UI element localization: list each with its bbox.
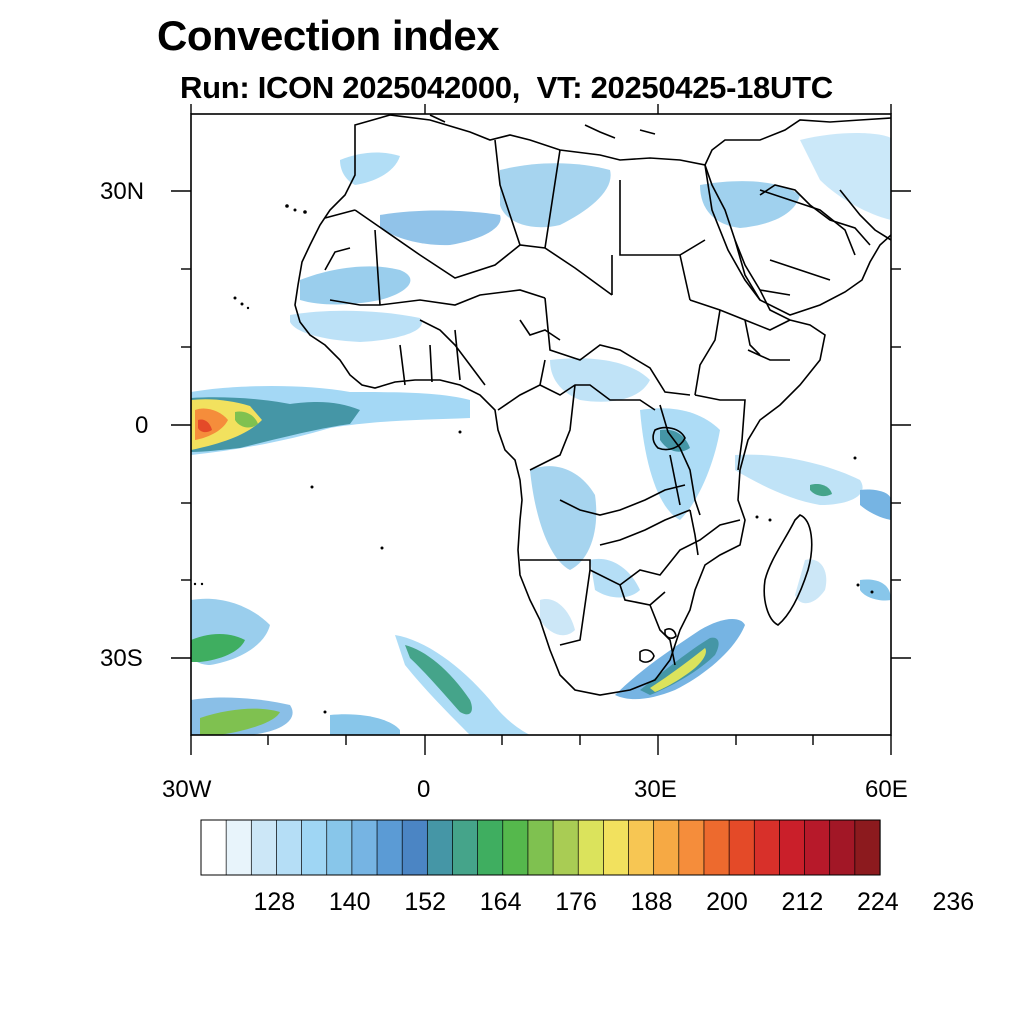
arabian-borders xyxy=(759,189,856,296)
colorbar-swatch xyxy=(577,819,605,876)
arabian-coastline xyxy=(704,117,891,316)
small-islands xyxy=(193,204,874,714)
lat-label-30s: 30S xyxy=(100,645,143,672)
convection-area-indian-ocean-east xyxy=(860,489,891,520)
colorbar-swatch xyxy=(426,819,454,876)
map-subtitle: Run: ICON 2025042000, VT: 20250425-18UTC xyxy=(180,70,833,105)
colorbar-swatch xyxy=(502,819,529,876)
colorbar-swatch xyxy=(753,819,781,876)
convection-core-south-africa xyxy=(640,637,719,695)
colorbar-swatch xyxy=(225,819,252,876)
convection-core-south-atlantic-3 xyxy=(200,708,280,735)
borders-central-africa xyxy=(497,297,790,516)
lon-label-0: 0 xyxy=(417,776,431,803)
convection-area-congo xyxy=(530,466,597,570)
colorbar-frame xyxy=(200,819,881,876)
colorbar-swatch xyxy=(854,819,881,876)
colorbar-label: 224 xyxy=(857,888,899,916)
convection-area-west-africa-1 xyxy=(300,266,411,305)
convection-area-madagascar-east xyxy=(795,559,827,604)
colorbar-swatch xyxy=(703,819,730,876)
convection-field xyxy=(191,133,891,735)
coastlines xyxy=(294,114,891,696)
mediterranean-islands xyxy=(429,114,656,139)
convection-area-sahara-north xyxy=(500,163,611,228)
colorbar xyxy=(200,819,881,876)
lon-label-60e: 60E xyxy=(865,776,908,803)
colorbar-label: 140 xyxy=(328,888,371,916)
convection-spot-east-africa xyxy=(810,484,832,497)
colorbar-swatch xyxy=(477,819,504,876)
colorbar-swatch xyxy=(779,819,806,876)
africa-coastline xyxy=(294,114,826,696)
colorbar-swatch xyxy=(351,819,378,876)
lat-label-30n: 30N xyxy=(100,178,145,205)
axis-ticks xyxy=(171,104,911,755)
convection-area-west-africa-2 xyxy=(380,210,501,246)
colorbar-swatch xyxy=(301,819,328,876)
convection-peak-south-africa xyxy=(650,648,706,692)
colorbar-swatch xyxy=(401,819,428,876)
lesotho-border xyxy=(639,649,655,663)
madagascar-coastline xyxy=(763,514,813,626)
colorbar-swatch xyxy=(452,819,479,876)
colorbar-label: 188 xyxy=(630,888,673,916)
red-sea-coast xyxy=(704,164,761,301)
convection-spot-atlantic-1 xyxy=(195,408,228,440)
convection-area-east-africa-coast xyxy=(735,454,863,505)
colorbar-label: 152 xyxy=(404,888,447,916)
colorbar-swatch xyxy=(200,819,227,876)
colorbar-label: 164 xyxy=(479,888,522,916)
convection-core-south-atlantic-1 xyxy=(191,634,245,662)
map-title: Convection index xyxy=(157,12,500,59)
colorbar-label: 212 xyxy=(781,888,824,916)
convection-area-mozambique-channel xyxy=(860,579,891,601)
convection-core-south-atlantic-2 xyxy=(405,645,472,715)
colorbar-swatch xyxy=(276,819,303,876)
borders-west-africa xyxy=(329,289,561,386)
lake-tanganyika xyxy=(669,454,681,506)
eswatini-border xyxy=(664,628,677,639)
convection-area-west-africa-3 xyxy=(290,310,422,342)
colorbar-label: 128 xyxy=(253,888,296,916)
lake-victoria xyxy=(652,426,686,451)
colorbar-swatch xyxy=(376,819,403,876)
borders-horn-africa xyxy=(689,299,791,396)
colorbar-swatch xyxy=(552,819,579,876)
convection-area-maghreb xyxy=(340,152,400,185)
lon-label-30w: 30W xyxy=(162,776,212,803)
convection-spot-atlantic-3 xyxy=(235,411,258,428)
persian-gulf-coast xyxy=(839,189,891,241)
colorbar-swatch xyxy=(603,819,630,876)
lat-label-0: 0 xyxy=(135,412,149,439)
colorbar-swatch xyxy=(804,819,831,876)
colorbar-swatch xyxy=(829,819,856,876)
colorbar-swatch xyxy=(326,819,353,876)
colorbar-swatch xyxy=(527,819,554,876)
colorbar-label: 176 xyxy=(555,888,597,916)
colorbar-swatch xyxy=(628,819,655,876)
colorbar-label: 236 xyxy=(932,888,975,916)
convection-area-south-africa-inland xyxy=(590,558,640,598)
colorbar-swatch xyxy=(678,819,705,876)
colorbar-swatch xyxy=(653,819,680,876)
lon-label-30e: 30E xyxy=(634,776,677,803)
colorbar-label: 200 xyxy=(706,888,748,916)
convection-area-south-atlantic-4 xyxy=(330,714,400,735)
colorbar-swatch xyxy=(728,819,755,876)
convection-area-namibia-coast xyxy=(540,599,575,636)
convection-spot-atlantic-2 xyxy=(198,419,212,433)
colorbar-swatch xyxy=(250,819,278,876)
convection-area-arabia xyxy=(700,181,800,228)
borders-north-africa xyxy=(324,139,706,306)
convection-area-persian-gulf xyxy=(800,133,891,220)
lake-malawi xyxy=(689,509,699,556)
convection-area-central-africa-1 xyxy=(550,358,650,402)
